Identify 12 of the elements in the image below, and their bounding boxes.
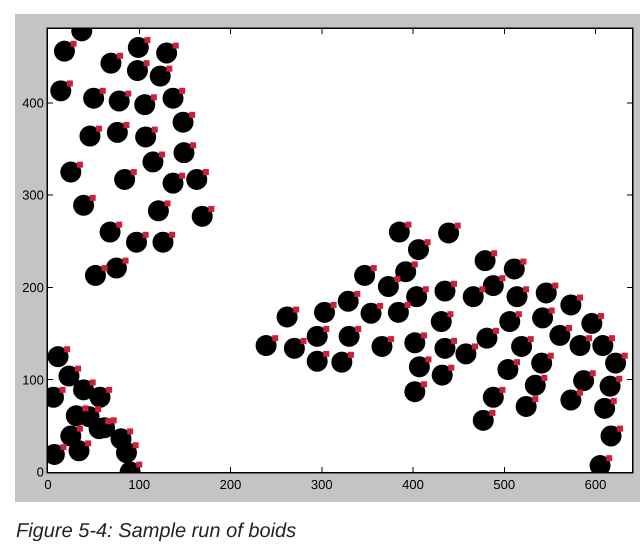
x-tick-label: 100 bbox=[128, 477, 150, 492]
x-tick-label: 600 bbox=[584, 477, 606, 492]
caption: Figure 5-4: Sample run of boids bbox=[16, 520, 296, 543]
x-tick-label: 500 bbox=[493, 477, 516, 492]
x-tick-label: 300 bbox=[310, 477, 333, 492]
y-tick-label: 300 bbox=[22, 188, 44, 203]
y-tick-label: 400 bbox=[22, 95, 44, 110]
y-tick-label: 100 bbox=[22, 372, 44, 388]
x-tick-label: 200 bbox=[220, 477, 242, 492]
x-tick-label: 400 bbox=[402, 477, 424, 492]
y-tick-label: 0 bbox=[36, 464, 44, 480]
y-tick-label: 200 bbox=[22, 280, 44, 295]
